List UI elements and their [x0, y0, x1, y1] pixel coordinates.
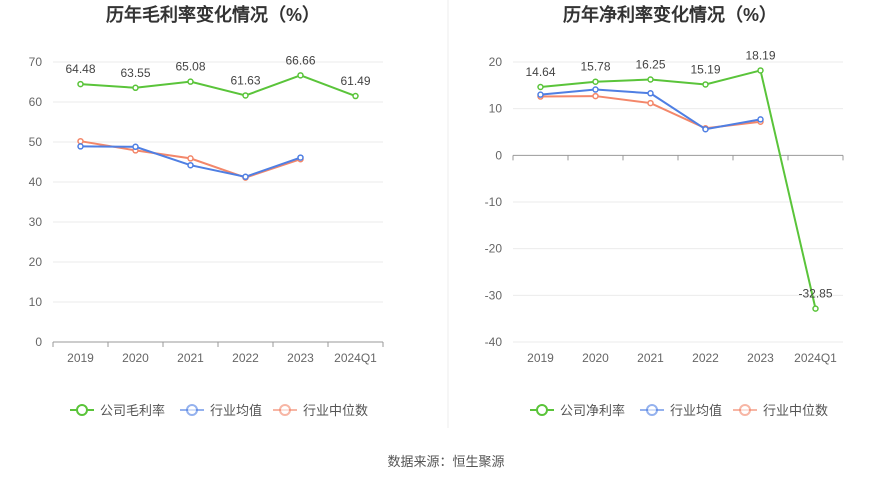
x-tick-label: 2023 [287, 351, 314, 365]
x-tick-label: 2021 [637, 351, 664, 365]
x-tick-label: 2020 [122, 351, 149, 365]
data-point [702, 81, 709, 88]
x-tick-label: 2022 [692, 351, 719, 365]
y-tick-label: 60 [29, 95, 43, 109]
x-tick-label: 2023 [747, 351, 774, 365]
data-point [352, 92, 359, 100]
data-point [77, 80, 84, 88]
legend-marker [646, 404, 658, 416]
data-point [77, 137, 84, 145]
data-point [647, 99, 654, 107]
data-label: 16.25 [635, 58, 665, 72]
series-line [540, 69, 817, 309]
legend-label: 行业均值 [670, 403, 722, 418]
data-point [757, 116, 764, 123]
y-tick-label: -20 [485, 242, 503, 256]
data-label: 15.78 [580, 60, 610, 74]
data-point [77, 143, 84, 150]
legend-label: 公司净利率 [560, 403, 625, 418]
data-point [242, 173, 249, 181]
x-tick-label: 2019 [527, 351, 554, 365]
data-point [647, 90, 654, 97]
data-point [187, 161, 194, 169]
data-point [187, 155, 194, 162]
series-line [80, 74, 356, 97]
net-margin-chart: 历年净利率变化情况（%） -40 -30 -20 -10 0 10 20 2019 2020 202… [485, 4, 844, 418]
legend-marker [536, 404, 548, 416]
data-label: 66.66 [285, 53, 315, 67]
data-point [757, 67, 764, 74]
y-tick-label: 40 [29, 175, 43, 189]
y-tick-label: -40 [485, 335, 503, 349]
data-label: 14.64 [525, 65, 555, 79]
data-point [132, 143, 139, 151]
data-point [242, 92, 249, 99]
gross-margin-chart: 历年毛利率变化情况（%） 0 10 20 30 40 50 60 70 2019 2020 2021 2… [29, 4, 384, 418]
data-point [132, 84, 139, 92]
source-note: 数据来源：恒生聚源 [387, 454, 504, 469]
y-tick-label: 70 [29, 55, 43, 69]
y-tick-label: -30 [485, 288, 503, 302]
y-tick-label: 10 [489, 102, 503, 116]
x-tick-label: 2022 [232, 351, 259, 365]
data-label: 63.55 [120, 66, 150, 80]
legend-marker [76, 404, 88, 416]
data-label: 61.63 [230, 73, 260, 87]
legend-marker [279, 404, 291, 416]
legend-label: 行业均值 [210, 403, 262, 418]
data-label: 61.49 [340, 74, 370, 88]
y-tick-label: 0 [495, 148, 502, 162]
data-point [702, 125, 709, 133]
data-point [592, 92, 599, 100]
data-point [297, 154, 304, 161]
chart-title: 历年毛利率变化情况（%） [106, 4, 320, 25]
data-point [537, 83, 544, 91]
legend-label: 行业中位数 [763, 403, 828, 418]
legend-marker [739, 404, 751, 416]
data-label: 18.19 [745, 48, 775, 62]
x-tick-label: 2019 [67, 351, 94, 365]
y-tick-label: 20 [29, 255, 43, 269]
x-tick-label: 2024Q1 [334, 351, 377, 365]
y-tick-label: 10 [29, 295, 43, 309]
legend-label: 公司毛利率 [100, 403, 165, 418]
data-label: -32.85 [798, 287, 832, 301]
y-tick-label: 50 [29, 135, 43, 149]
y-tick-label: -10 [485, 195, 503, 209]
data-point [592, 86, 599, 93]
chart-title: 历年净利率变化情况（%） [563, 4, 777, 25]
y-tick-label: 20 [489, 55, 503, 69]
legend-marker [186, 404, 198, 416]
data-point [537, 91, 544, 98]
data-point [592, 78, 599, 85]
y-tick-label: 0 [35, 335, 42, 349]
data-label: 15.19 [690, 62, 720, 76]
data-point [812, 305, 819, 312]
data-point [187, 78, 194, 85]
x-tick-label: 2021 [177, 351, 204, 365]
data-point [647, 76, 654, 83]
data-point [297, 72, 304, 79]
data-label: 65.08 [175, 60, 205, 74]
y-tick-label: 30 [29, 215, 43, 229]
legend-label: 行业中位数 [303, 403, 368, 418]
x-tick-label: 2024Q1 [794, 351, 837, 365]
data-label: 64.48 [65, 62, 95, 76]
x-tick-label: 2020 [582, 351, 609, 365]
